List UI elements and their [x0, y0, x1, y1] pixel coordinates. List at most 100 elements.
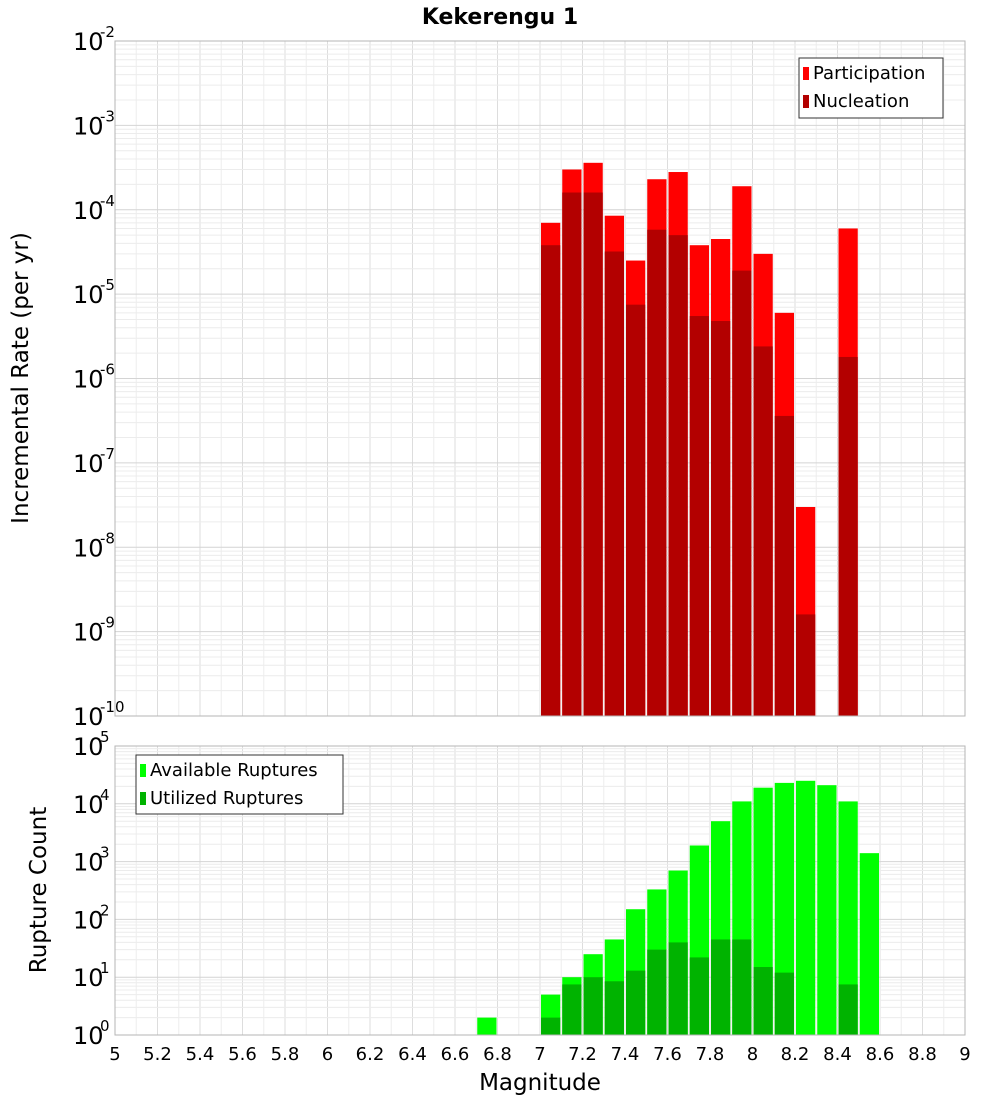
bar-available-ruptures	[774, 782, 794, 1035]
bar-available-ruptures	[477, 1017, 497, 1035]
x-tick-label: 7.2	[568, 1044, 597, 1065]
y-tick-base: 10	[73, 112, 104, 140]
bar-nucleation	[711, 321, 731, 716]
bar-utilized-ruptures	[604, 981, 624, 1035]
x-tick-label: 5.6	[228, 1044, 257, 1065]
y-tick-exponent: -7	[100, 445, 115, 463]
y-tick-base: 10	[73, 733, 104, 761]
top-plot-frame	[114, 40, 966, 717]
bar-utilized-ruptures	[711, 939, 731, 1035]
legend-box	[798, 57, 944, 119]
legend-label: Utilized Ruptures	[150, 788, 303, 809]
y-tick-label: 10-5	[73, 276, 115, 309]
bar-utilized-ruptures	[774, 972, 794, 1035]
y-tick-label: 102	[73, 901, 110, 934]
bar-nucleation	[668, 235, 688, 716]
y-tick-base: 10	[73, 281, 104, 309]
bar-utilized-ruptures	[647, 949, 667, 1035]
bar-nucleation	[604, 251, 624, 716]
x-tick-label: 7.4	[611, 1044, 640, 1065]
y-tick-exponent: -10	[100, 698, 125, 716]
bottom-y-axis-label: Rupture Count	[26, 807, 52, 973]
bar-nucleation	[583, 192, 603, 717]
y-tick-label: 101	[73, 959, 110, 992]
x-tick-label: 5.2	[143, 1044, 172, 1065]
x-tick-label: 8.4	[823, 1044, 852, 1065]
y-tick-label: 10-3	[73, 107, 115, 140]
y-tick-base: 10	[73, 197, 104, 225]
legend-label: Available Ruptures	[150, 760, 318, 781]
y-tick-label: 10-2	[73, 23, 115, 56]
bar-nucleation	[689, 316, 709, 716]
y-tick-label: 100	[73, 1017, 110, 1050]
x-tick-label: 7.6	[653, 1044, 682, 1065]
x-tick-label: 7.8	[696, 1044, 725, 1065]
x-tick-label: 6.4	[398, 1044, 427, 1065]
bar-available-ruptures	[838, 801, 858, 1035]
y-tick-base: 10	[73, 906, 104, 934]
top-legend: Participation Nucleation	[798, 57, 944, 119]
bottom-plot-frame	[114, 745, 966, 1036]
y-tick-exponent: 3	[100, 844, 110, 862]
x-tick-label: 9	[959, 1044, 970, 1065]
y-tick-exponent: -3	[100, 107, 115, 125]
y-tick-label: 10-4	[73, 192, 115, 225]
bar-nucleation	[753, 346, 773, 716]
y-tick-base: 10	[73, 703, 104, 731]
legend-label: Participation	[813, 63, 925, 84]
chart-title: Kekerengu 1	[422, 5, 578, 30]
y-tick-exponent: -6	[100, 361, 115, 379]
y-tick-exponent: 5	[100, 728, 110, 746]
x-tick-label: 8.6	[866, 1044, 895, 1065]
y-tick-exponent: -4	[100, 192, 115, 210]
bar-utilized-ruptures	[753, 967, 773, 1035]
bar-utilized-ruptures	[583, 977, 603, 1035]
bar-utilized-ruptures	[626, 970, 646, 1035]
bar-utilized-ruptures	[732, 939, 752, 1035]
bar-utilized-ruptures	[689, 957, 709, 1035]
x-tick-label: 5.4	[186, 1044, 215, 1065]
x-axis-ticks: 5 5.2 5.4 5.6 5.8 6 6.2 6.4 6.6 6.8 7 7.2 7.4 7.6 7.8 8…	[109, 1044, 970, 1065]
y-tick-label: 10-7	[73, 445, 115, 478]
bar-nucleation	[626, 304, 646, 716]
bar-utilized-ruptures	[838, 984, 858, 1035]
y-tick-base: 10	[73, 791, 104, 819]
x-tick-label: 6.8	[483, 1044, 512, 1065]
y-tick-exponent: -8	[100, 529, 115, 547]
y-tick-exponent: -5	[100, 276, 115, 294]
x-axis-label: Magnitude	[479, 1070, 601, 1096]
y-tick-base: 10	[73, 964, 104, 992]
bar-nucleation	[541, 245, 561, 717]
bar-utilized-ruptures	[541, 1017, 561, 1035]
bar-nucleation	[796, 614, 816, 716]
bar-available-ruptures	[817, 785, 837, 1035]
top-y-axis-label: Incremental Rate (per yr)	[8, 232, 34, 524]
y-tick-base: 10	[73, 450, 104, 478]
y-tick-exponent: 2	[100, 901, 110, 919]
y-tick-base: 10	[73, 534, 104, 562]
y-tick-exponent: 0	[100, 1017, 110, 1035]
legend-box	[135, 754, 344, 815]
bar-nucleation	[562, 192, 582, 717]
legend-label: Nucleation	[813, 91, 909, 112]
x-tick-label: 6	[322, 1044, 333, 1065]
x-tick-label: 6.2	[356, 1044, 385, 1065]
bar-available-ruptures	[796, 780, 816, 1035]
y-tick-base: 10	[73, 849, 104, 877]
bottom-legend: Available Ruptures Utilized Ruptures	[135, 754, 344, 815]
y-tick-label: 104	[73, 786, 110, 819]
y-tick-label: 10-6	[73, 361, 115, 394]
bar-utilized-ruptures	[668, 942, 688, 1035]
y-tick-base: 10	[73, 28, 104, 56]
x-tick-label: 7	[534, 1044, 545, 1065]
x-tick-label: 8	[747, 1044, 758, 1065]
y-tick-label: 10-8	[73, 529, 115, 562]
y-tick-base: 10	[73, 1022, 104, 1050]
x-tick-label: 6.6	[441, 1044, 470, 1065]
legend-swatch	[803, 95, 809, 108]
y-tick-label: 103	[73, 844, 110, 877]
legend-swatch	[140, 764, 146, 777]
bar-nucleation	[838, 356, 858, 716]
